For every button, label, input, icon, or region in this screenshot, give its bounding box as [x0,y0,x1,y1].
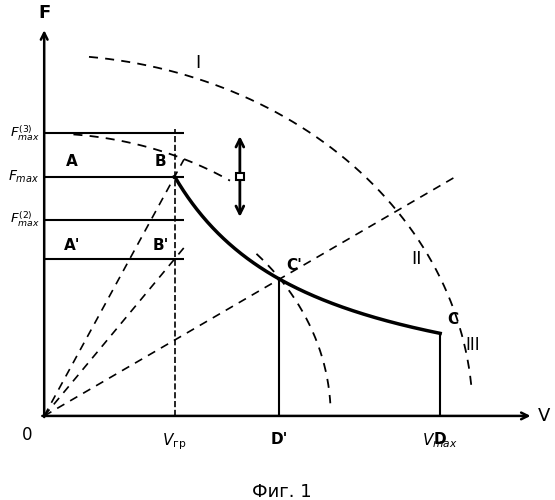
Text: B: B [155,154,166,168]
Text: II: II [412,250,422,268]
Text: A: A [66,154,78,168]
Text: C': C' [286,258,302,273]
Text: $F_{max}^{(3)}$: $F_{max}^{(3)}$ [9,124,39,143]
Text: B': B' [153,238,169,253]
Text: C: C [447,312,458,328]
Text: 0: 0 [22,426,33,444]
Text: III: III [466,336,481,354]
Text: V: V [538,407,551,425]
Text: Фиг. 1: Фиг. 1 [252,482,311,500]
Text: D: D [434,432,446,446]
Text: $V_{max}$: $V_{max}$ [422,432,458,450]
Text: I: I [195,54,200,72]
Text: $F_{max}^{(2)}$: $F_{max}^{(2)}$ [9,210,39,230]
Text: $V_{\text{гр}}$: $V_{\text{гр}}$ [163,432,187,452]
Text: $F_{max}$: $F_{max}$ [8,168,39,184]
Bar [236,174,244,180]
Text: F: F [38,4,51,22]
Text: D': D' [271,432,288,446]
Text: A': A' [64,238,80,253]
